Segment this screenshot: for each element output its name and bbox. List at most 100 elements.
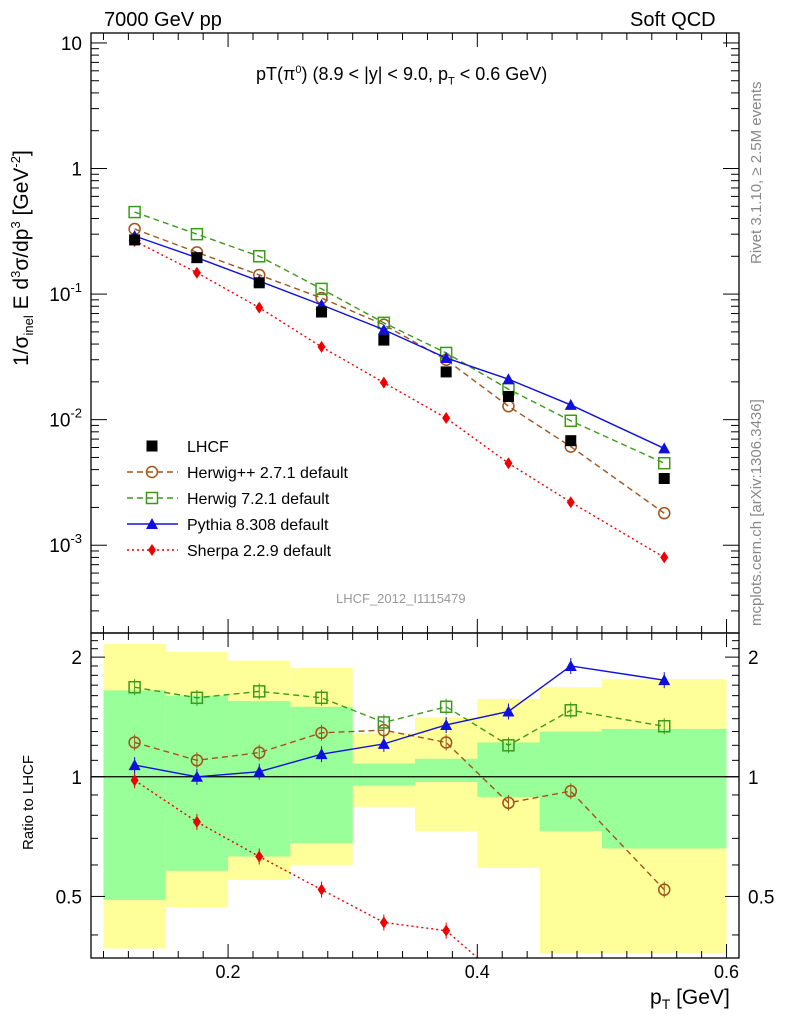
legend-marker-herwig7: [145, 491, 159, 505]
ratio-y-tick-label-right: 0.5: [748, 887, 774, 908]
main-point-data: [253, 277, 265, 289]
y-tick-label: 10-3: [49, 531, 82, 557]
main-point-data: [129, 234, 141, 246]
main-point-herwig7: [128, 205, 141, 219]
ratio-point-sherpa: [442, 924, 451, 937]
main-y-axis-label: 1/σinel E d3σ/dp3 [GeV-2]: [8, 150, 37, 366]
main-point-herwig7: [190, 227, 204, 241]
legend-label-sherpa: Sherpa 2.2.9 default: [187, 543, 332, 560]
ratio-point-herwig7: [315, 691, 328, 705]
ratio-point-pythia: [564, 659, 577, 671]
main-point-herwigpp: [502, 399, 515, 413]
ratio-point-herwigpp: [439, 736, 453, 749]
main-panel-series: [128, 205, 671, 564]
x-tick-label: 0.2: [216, 962, 241, 982]
main-point-sherpa: [660, 551, 669, 564]
ratio-point-herwigpp: [252, 746, 266, 759]
plot-title: pT(π0) (8.9 < |y| < 9.0, pT < 0.6 GeV): [256, 64, 548, 88]
ratio-y-tick-label: 2: [71, 648, 82, 669]
ratio-y-tick-label: 0.5: [56, 887, 82, 908]
main-point-sherpa: [379, 376, 388, 389]
band-inner: [352, 763, 415, 786]
main-point-sherpa: [317, 340, 326, 353]
main-line-herwigpp: [134, 228, 665, 514]
legend-marker-data: [146, 440, 158, 452]
main-point-sherpa: [566, 496, 575, 509]
x-tick-label: 0.6: [714, 962, 739, 982]
ratio-point-herwigpp: [657, 883, 671, 896]
rivet-version-label: Rivet 3.1.10, ≥ 2.5M events: [748, 81, 765, 265]
ratio-point-herwigpp: [564, 784, 578, 798]
analysis-id: LHCF_2012_I1115479: [336, 591, 466, 606]
ratio-point-herwigpp: [128, 736, 141, 749]
main-line-sherpa: [134, 240, 665, 559]
legend: LHCF Herwig++ 2.7.1 default Herwig 7.2.1 d…: [127, 439, 349, 560]
ratio-point-herwig7: [564, 704, 578, 717]
main-point-data: [191, 252, 203, 264]
ratio-y-tick-label-right: 2: [748, 648, 759, 669]
ratio-point-sherpa: [317, 883, 326, 896]
main-point-data: [440, 366, 452, 378]
main-point-sherpa: [504, 457, 513, 470]
ratio-point-herwig7: [190, 691, 204, 705]
legend-label-herwigpp: Herwig++ 2.7.1 default: [187, 465, 349, 482]
main-point-pythia: [440, 351, 453, 363]
main-point-pythia: [564, 398, 577, 410]
ratio-point-pythia: [190, 770, 203, 782]
main-point-sherpa: [192, 266, 201, 279]
ratio-point-pythia: [253, 765, 266, 777]
main-point-data: [378, 334, 390, 346]
ratio-point-sherpa: [567, 979, 575, 991]
x-tick-label: 0.4: [465, 962, 490, 982]
main-point-herwig7: [252, 250, 266, 263]
main-point-herwig7: [657, 456, 671, 470]
main-point-pythia: [502, 373, 515, 385]
legend-marker-herwigpp: [145, 465, 159, 479]
main-point-data: [502, 390, 514, 402]
ratio-point-herwig7: [252, 685, 266, 698]
y-tick-exponent: -1: [70, 280, 82, 295]
ratio-point-herwigpp: [502, 796, 515, 810]
main-point-sherpa: [255, 301, 264, 314]
ratio-point-sherpa: [504, 979, 512, 991]
main-point-pythia: [658, 442, 671, 454]
ratio-point-sherpa: [379, 916, 388, 929]
ratio-point-pythia: [377, 737, 390, 749]
band-inner: [601, 728, 727, 849]
main-point-pythia: [377, 323, 390, 335]
band-inner: [103, 690, 166, 900]
y-tick-exponent: -3: [70, 531, 82, 546]
legend-marker-sherpa: [148, 544, 156, 556]
y-tick-label: 1: [71, 160, 82, 181]
band-inner: [415, 758, 478, 783]
ratio-point-pythia: [658, 674, 671, 686]
ratio-point-pythia: [440, 718, 453, 730]
ratio-point-pythia: [315, 748, 328, 760]
ratio-point-herwig7: [657, 720, 671, 733]
ratio-frame: [90, 632, 740, 959]
main-point-herwig7: [564, 414, 578, 428]
main-point-herwig7: [315, 282, 328, 296]
ratio-point-herwigpp: [315, 726, 328, 740]
y-tick-label: 10: [61, 34, 82, 55]
ratio-point-sherpa: [130, 774, 139, 787]
band-inner: [539, 731, 602, 832]
main-line-herwig7: [134, 211, 665, 464]
main-line-pythia: [134, 235, 665, 450]
beam-label: 7000 GeV pp: [104, 9, 222, 31]
ratio-point-herwig7: [439, 700, 453, 714]
ratio-point-herwig7: [502, 739, 515, 752]
ratio-point-herwig7: [128, 680, 141, 694]
source-label: mcplots.cern.ch [arXiv:1306.3436]: [748, 399, 765, 626]
legend-label-pythia: Pythia 8.308 default: [187, 517, 329, 534]
ratio-point-herwigpp: [190, 754, 204, 767]
ratio-y-tick-label: 1: [71, 768, 82, 789]
ratio-y-axis-label: Ratio to LHCF: [20, 754, 37, 850]
main-point-data: [565, 435, 577, 447]
ratio-point-pythia: [128, 759, 141, 771]
ratio-point-pythia: [502, 705, 515, 717]
category-label: Soft QCD: [630, 9, 716, 31]
main-point-data: [658, 472, 670, 484]
main-point-herwigpp: [657, 506, 671, 520]
